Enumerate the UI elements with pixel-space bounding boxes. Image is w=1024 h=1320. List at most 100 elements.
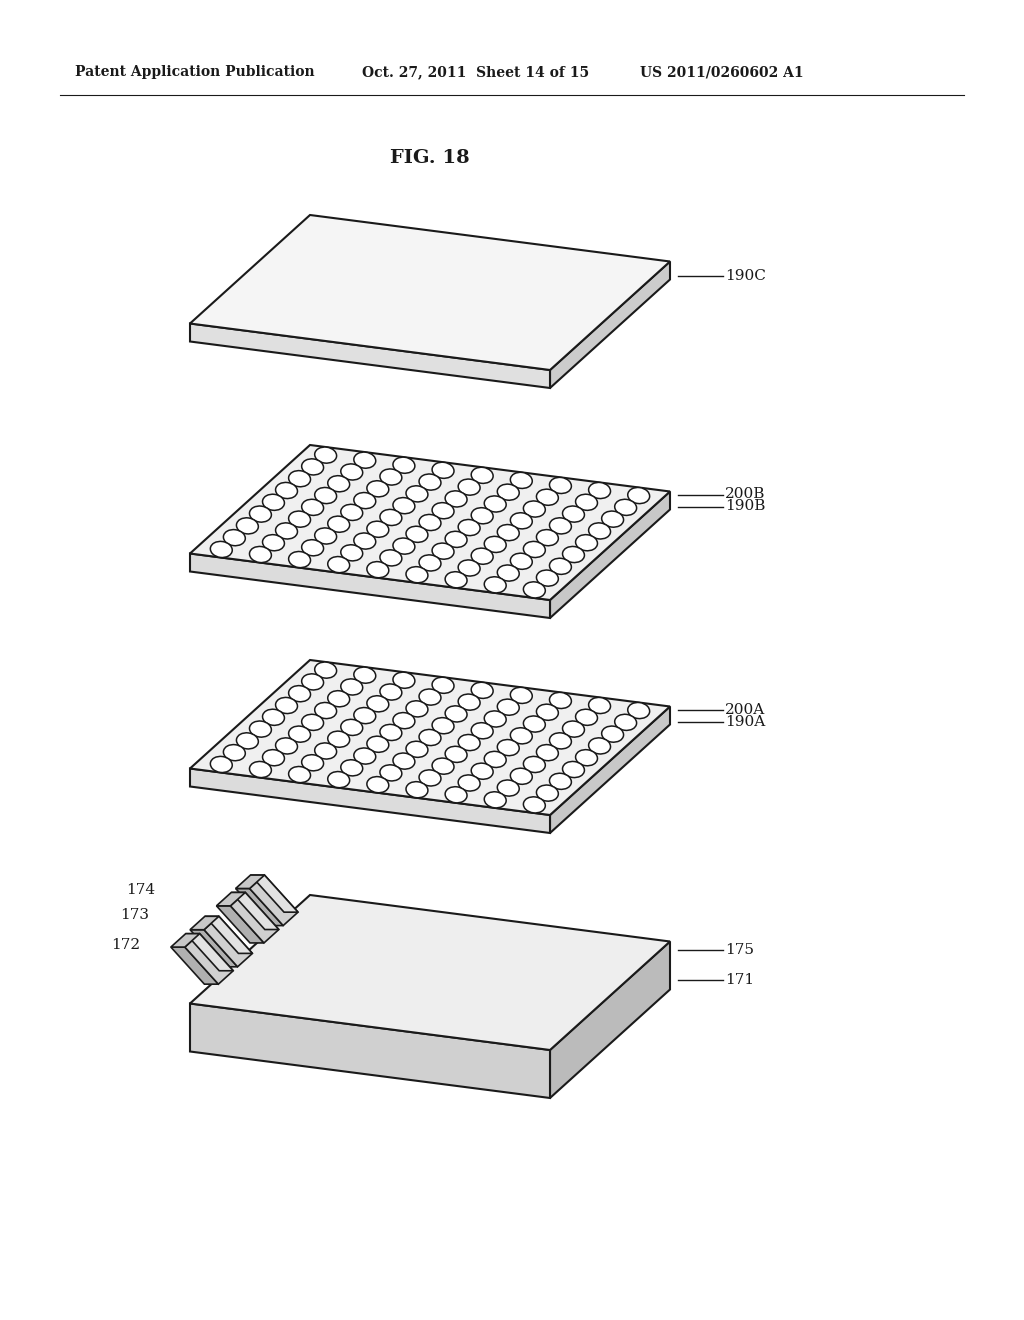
Ellipse shape <box>302 540 324 556</box>
Ellipse shape <box>484 536 506 553</box>
Ellipse shape <box>471 467 494 483</box>
Polygon shape <box>230 892 279 942</box>
Ellipse shape <box>471 723 494 739</box>
Polygon shape <box>190 929 238 966</box>
Ellipse shape <box>354 533 376 549</box>
Ellipse shape <box>445 746 467 763</box>
Text: 173: 173 <box>121 908 150 921</box>
Polygon shape <box>171 946 218 985</box>
Polygon shape <box>250 875 298 925</box>
Ellipse shape <box>250 762 271 777</box>
Ellipse shape <box>484 577 506 593</box>
Ellipse shape <box>250 546 271 562</box>
Ellipse shape <box>458 479 480 495</box>
Ellipse shape <box>302 714 324 730</box>
Ellipse shape <box>262 709 285 726</box>
Ellipse shape <box>537 570 558 586</box>
Polygon shape <box>185 933 233 985</box>
Ellipse shape <box>445 787 467 803</box>
Ellipse shape <box>380 469 401 484</box>
Ellipse shape <box>589 523 610 539</box>
Ellipse shape <box>523 541 546 557</box>
Ellipse shape <box>406 781 428 797</box>
Ellipse shape <box>302 459 324 475</box>
Polygon shape <box>236 875 264 888</box>
Ellipse shape <box>484 711 506 727</box>
Ellipse shape <box>498 780 519 796</box>
Ellipse shape <box>523 797 546 813</box>
Ellipse shape <box>393 713 415 729</box>
Ellipse shape <box>341 545 362 561</box>
Polygon shape <box>550 491 670 618</box>
Ellipse shape <box>341 678 362 696</box>
Ellipse shape <box>302 755 324 771</box>
Ellipse shape <box>550 774 571 789</box>
Ellipse shape <box>471 508 494 524</box>
Ellipse shape <box>406 486 428 502</box>
Ellipse shape <box>289 552 310 568</box>
Ellipse shape <box>628 702 649 718</box>
Polygon shape <box>236 888 284 925</box>
Ellipse shape <box>314 447 337 463</box>
Text: 190B: 190B <box>725 499 765 513</box>
Ellipse shape <box>275 697 298 714</box>
Polygon shape <box>190 215 670 370</box>
Ellipse shape <box>498 484 519 500</box>
Ellipse shape <box>341 463 362 480</box>
Text: 190C: 190C <box>725 268 766 282</box>
Ellipse shape <box>484 792 506 808</box>
Ellipse shape <box>250 721 271 737</box>
Ellipse shape <box>575 750 597 766</box>
Ellipse shape <box>537 490 558 506</box>
Ellipse shape <box>237 733 258 748</box>
Ellipse shape <box>537 704 558 721</box>
Ellipse shape <box>289 726 310 742</box>
Polygon shape <box>190 445 670 601</box>
Ellipse shape <box>289 471 310 487</box>
Polygon shape <box>216 892 246 906</box>
Ellipse shape <box>210 541 232 557</box>
Ellipse shape <box>380 550 401 566</box>
Ellipse shape <box>575 709 597 726</box>
Ellipse shape <box>289 685 310 702</box>
Ellipse shape <box>458 560 480 576</box>
Ellipse shape <box>432 543 454 560</box>
Ellipse shape <box>445 572 467 587</box>
Ellipse shape <box>498 565 519 581</box>
Ellipse shape <box>445 491 467 507</box>
Ellipse shape <box>419 730 441 746</box>
Ellipse shape <box>498 524 519 541</box>
Ellipse shape <box>341 504 362 520</box>
Ellipse shape <box>614 714 637 730</box>
Ellipse shape <box>250 506 271 523</box>
Text: 172: 172 <box>112 939 140 952</box>
Ellipse shape <box>458 734 480 751</box>
Text: 171: 171 <box>725 973 754 986</box>
Polygon shape <box>231 892 279 929</box>
Ellipse shape <box>314 743 337 759</box>
Polygon shape <box>190 323 550 388</box>
Ellipse shape <box>210 756 232 772</box>
Ellipse shape <box>262 494 285 511</box>
Ellipse shape <box>314 528 337 544</box>
Ellipse shape <box>523 715 546 733</box>
Ellipse shape <box>406 701 428 717</box>
Ellipse shape <box>562 762 585 777</box>
Ellipse shape <box>275 523 298 539</box>
Ellipse shape <box>562 506 585 523</box>
Ellipse shape <box>328 772 349 788</box>
Ellipse shape <box>262 535 285 550</box>
Ellipse shape <box>589 482 610 499</box>
Ellipse shape <box>510 512 532 529</box>
Ellipse shape <box>498 739 519 755</box>
Ellipse shape <box>393 498 415 513</box>
Ellipse shape <box>432 677 454 693</box>
Ellipse shape <box>275 482 298 499</box>
Ellipse shape <box>406 566 428 583</box>
Ellipse shape <box>223 529 246 545</box>
Ellipse shape <box>393 752 415 770</box>
Ellipse shape <box>523 756 546 772</box>
Ellipse shape <box>367 696 389 711</box>
Ellipse shape <box>562 546 585 562</box>
Ellipse shape <box>354 708 376 723</box>
